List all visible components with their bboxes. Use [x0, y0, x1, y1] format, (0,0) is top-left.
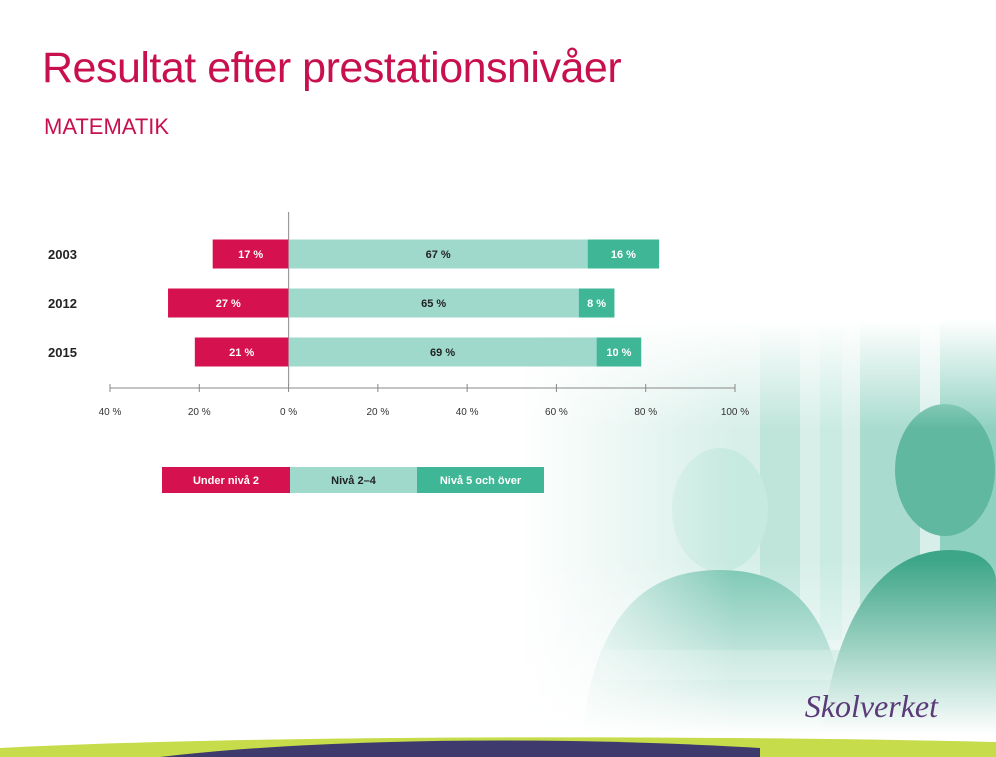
x-tick-label-5: 60 %: [545, 407, 568, 418]
x-tick-label-4: 40 %: [456, 407, 479, 418]
data-label-2015-series-2: 69 %: [430, 347, 455, 359]
x-tick-label-1: 20 %: [188, 407, 211, 418]
data-label-2015-series-1: 21 %: [229, 347, 254, 359]
data-label-2003-series-3: 16 %: [611, 249, 636, 261]
legend-swatch-2: [290, 467, 417, 493]
data-label-2012-series-1: 27 %: [216, 298, 241, 310]
bar-2015-series-3: [596, 337, 642, 367]
bar-2003-series-3: [587, 239, 660, 269]
bar-2003-series-2: [288, 239, 588, 269]
bar-2012-series-2: [288, 288, 579, 318]
data-label-2015-series-3: 10 %: [606, 347, 631, 359]
bar-2015-series-1: [194, 337, 289, 367]
category-label-2015: 2015: [48, 345, 77, 360]
data-label-2012-series-2: 65 %: [421, 298, 446, 310]
bars-layer: 2003 17 % 67 % 16 % 2012 27 % 65 % 8 % 2015 21 % 6…: [48, 212, 660, 385]
bar-2003-series-1: [212, 239, 289, 269]
category-label-2012: 2012: [48, 296, 77, 311]
legend-label-3: Nivå 5 och över: [440, 475, 522, 487]
data-label-2012-series-3: 8 %: [587, 298, 606, 310]
x-tick-label-7: 100 %: [721, 407, 749, 418]
slide-title: Resultat efter prestationsnivåer: [42, 44, 622, 92]
bar-2012-series-3: [578, 288, 615, 318]
legend-label-2: Nivå 2–4: [331, 475, 377, 487]
bar-2012-series-1: [168, 288, 289, 318]
legend-swatch-3: [417, 467, 544, 493]
x-axis: 40 % 20 % 0 % 20 % 40 % 60 % 80 % 100 %: [99, 384, 749, 418]
x-tick-label-3: 20 %: [366, 407, 389, 418]
chart-legend: Under nivå 2 Nivå 2–4 Nivå 5 och över: [162, 467, 544, 493]
students-photo: [520, 320, 996, 757]
x-tick-label-6: 80 %: [634, 407, 657, 418]
category-label-2003: 2003: [48, 247, 77, 262]
data-label-2003-series-1: 17 %: [238, 249, 263, 261]
legend-swatch-1: [162, 467, 290, 493]
slide-subtitle: MATEMATIK: [44, 114, 170, 139]
x-tick-label-2: 0 %: [280, 407, 297, 418]
bottom-swoosh: [0, 737, 996, 757]
data-label-2003-series-2: 67 %: [426, 249, 451, 261]
bar-2015-series-2: [288, 337, 597, 367]
skolverket-logo: Skolverket: [804, 688, 938, 724]
x-tick-label-0: 40 %: [99, 407, 122, 418]
legend-label-1: Under nivå 2: [193, 475, 259, 487]
